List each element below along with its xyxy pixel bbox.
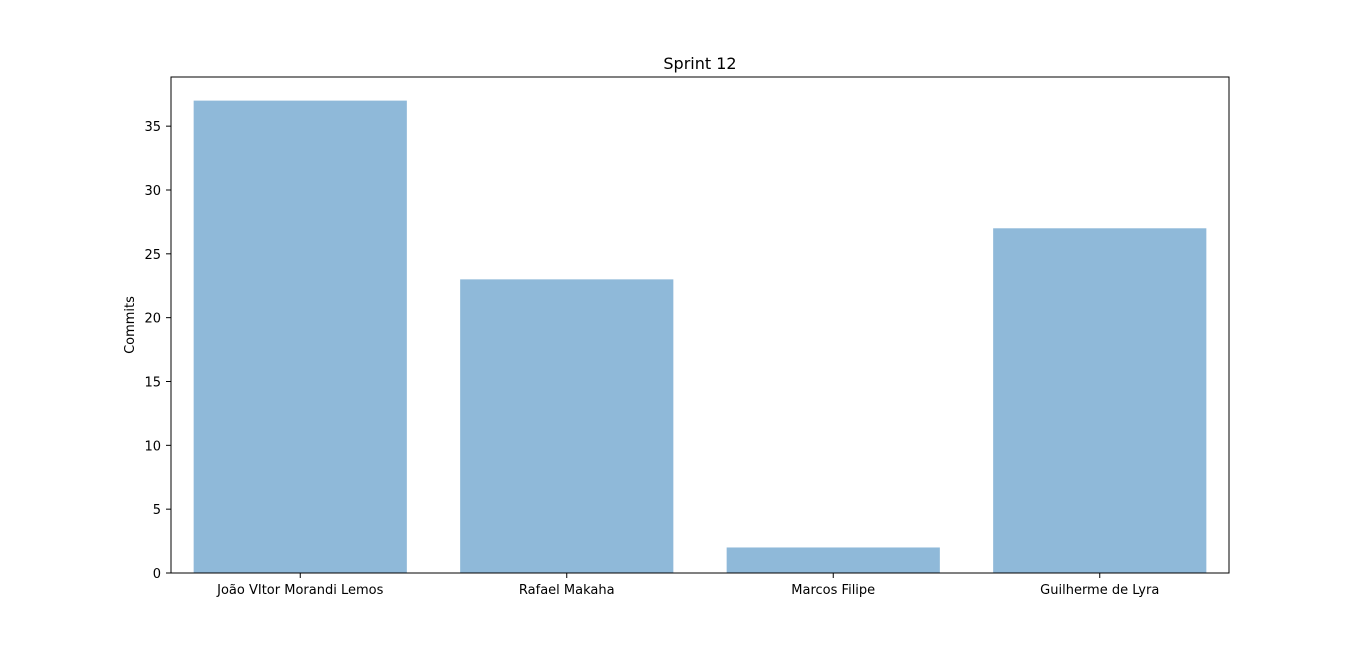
y-tick-label: 30: [144, 184, 161, 199]
chart-title: Sprint 12: [663, 54, 736, 73]
y-tick-label: 15: [144, 375, 161, 390]
y-tick-label: 5: [153, 503, 161, 518]
y-tick-label: 0: [153, 567, 161, 582]
x-tick-label: Marcos Filipe: [791, 583, 875, 598]
bar-0: [193, 100, 407, 573]
y-axis-label: Commits: [123, 296, 138, 354]
bar-2: [726, 547, 940, 573]
x-tick-label: Guilherme de Lyra: [1040, 583, 1159, 598]
y-tick-label: 25: [144, 248, 161, 263]
y-tick-label: 10: [144, 439, 161, 454]
bar-3: [993, 228, 1207, 573]
y-tick-label: 35: [144, 120, 161, 135]
x-tick-label: João VItor Morandi Lemos: [216, 583, 383, 598]
plot-area-frame: [170, 76, 1230, 574]
y-tick-label: 20: [144, 312, 161, 327]
x-tick-label: Rafael Makaha: [519, 583, 615, 598]
bar-1: [460, 279, 674, 573]
bars-group: [193, 100, 1207, 573]
y-axis-ticks: 0 5 10 15 20 25 30 35: [144, 120, 171, 582]
x-axis-ticks: João VItor Morandi Lemos Rafael Makaha Mar…: [216, 573, 1159, 598]
